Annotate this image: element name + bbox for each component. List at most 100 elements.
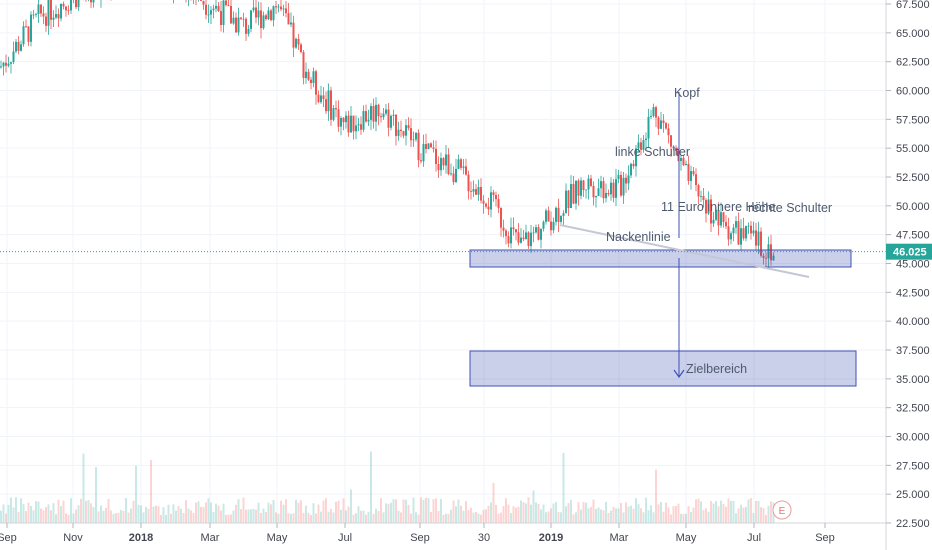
volume-bar: [517, 506, 520, 523]
volume-bar: [330, 508, 332, 523]
volume-bar: [395, 499, 397, 523]
candle-body: [7, 63, 10, 66]
candle-body: [225, 0, 227, 6]
volume-bar: [170, 513, 172, 523]
volume-bar: [597, 507, 600, 523]
target-zone[interactable]: [469, 350, 857, 387]
annotation-inner-value: 11 Euro innere Höhe: [661, 200, 775, 214]
volume-bar: [577, 502, 580, 523]
candle-body: [322, 95, 325, 100]
volume-bar: [127, 512, 130, 523]
candle-body: [495, 195, 497, 200]
annotation-left-shoulder: linke Schulter: [615, 145, 690, 159]
volume-bar: [625, 502, 627, 523]
volume-bar: [702, 510, 705, 523]
candle-body: [362, 111, 365, 130]
volume-bar: [152, 506, 155, 523]
candle-body: [405, 125, 407, 136]
volume-bar: [562, 452, 565, 523]
volume-bar: [410, 513, 412, 523]
candle-body: [70, 0, 72, 11]
candle-body: [720, 212, 722, 226]
candle-body: [90, 0, 92, 3]
volume-bar: [235, 504, 237, 523]
candle-body: [325, 99, 327, 112]
volume-bar: [427, 498, 430, 523]
candle-body: [395, 114, 397, 136]
volume-bar: [200, 506, 202, 523]
volume-bar: [142, 512, 145, 523]
candle-body: [387, 109, 390, 128]
candle-body: [422, 144, 425, 162]
candle-body: [470, 191, 472, 193]
candle-body: [200, 0, 202, 1]
candle-body: [332, 108, 335, 120]
candle-body: [547, 210, 550, 222]
volume-bar: [462, 510, 465, 523]
candle-body: [630, 163, 632, 176]
candle-body: [217, 5, 220, 12]
volume-bar: [690, 512, 692, 523]
candle-body: [472, 189, 475, 192]
volume-bar: [222, 503, 225, 523]
candles: [0, 0, 775, 269]
candle-body: [230, 5, 232, 24]
candle-body: [507, 236, 510, 244]
candle-body: [572, 184, 575, 204]
candle-body: [262, 15, 265, 29]
volume-bar: [770, 501, 772, 523]
candle-body: [602, 181, 605, 199]
volume-bar: [665, 502, 667, 523]
annotation-head: Kopf: [674, 86, 700, 100]
volume-bar: [732, 500, 735, 523]
candle-body: [272, 6, 275, 21]
neckline-trendline[interactable]: [559, 224, 810, 278]
volume-bar: [272, 499, 275, 523]
volume-bar: [385, 503, 387, 523]
volume-bar: [437, 511, 440, 523]
candle-body: [730, 233, 732, 240]
volume-bar: [397, 510, 400, 523]
volume-bar: [372, 513, 375, 523]
volume-bar: [587, 508, 590, 523]
candle-body: [327, 90, 330, 112]
y-tick-label: 52.500: [896, 172, 930, 184]
candle-body: [635, 148, 637, 167]
y-tick-label: 42.500: [896, 287, 930, 299]
candle-body: [57, 14, 60, 19]
volume-bar: [660, 501, 662, 523]
volume-bar: [757, 501, 760, 523]
volume-bar: [117, 512, 120, 523]
earnings-marker-label: E: [779, 506, 786, 517]
candle-body: [615, 179, 617, 198]
volume-bar: [267, 502, 270, 523]
candle-body: [265, 15, 267, 20]
candle-body: [722, 212, 725, 223]
volume-bar: [230, 514, 232, 523]
candle-body: [692, 171, 695, 175]
candle-body: [37, 4, 40, 14]
candle-body: [620, 174, 622, 196]
volume-bar: [422, 499, 425, 523]
volume-bar: [637, 504, 640, 523]
volume-bar: [305, 505, 307, 523]
volume-bar: [557, 512, 560, 523]
candle-body: [312, 71, 315, 84]
volume-bar: [232, 510, 235, 523]
volume-bar: [485, 509, 487, 523]
candle-body: [222, 0, 225, 25]
candle-body: [35, 13, 37, 15]
volume-bar: [115, 513, 117, 523]
candle-body: [647, 116, 650, 139]
volume-bar: [622, 512, 625, 523]
neckline-zone[interactable]: [469, 249, 852, 268]
candle-body: [680, 157, 682, 162]
candle-body: [622, 177, 625, 196]
volume-bar: [670, 514, 672, 523]
volume-bar: [580, 509, 582, 523]
volume-bar: [492, 482, 495, 523]
earnings-marker[interactable]: E: [772, 500, 792, 520]
candle-body: [282, 8, 285, 10]
volume-bar: [137, 504, 140, 523]
